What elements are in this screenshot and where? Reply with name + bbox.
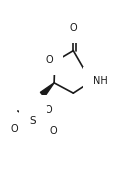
- Polygon shape: [40, 83, 54, 97]
- Text: S: S: [30, 116, 36, 126]
- Text: O: O: [46, 55, 53, 65]
- Text: O: O: [45, 105, 52, 115]
- Text: NH: NH: [93, 77, 108, 87]
- Text: O: O: [10, 124, 18, 134]
- Text: O: O: [69, 23, 77, 33]
- Text: O: O: [49, 126, 57, 136]
